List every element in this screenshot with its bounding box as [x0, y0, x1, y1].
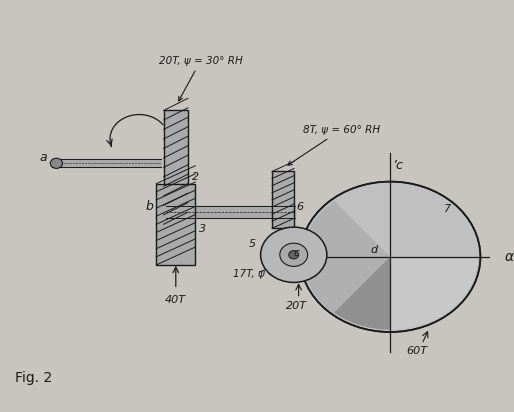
Text: ’c: ’c — [393, 159, 403, 172]
Circle shape — [289, 250, 299, 259]
Text: 8T, ψ = 60° RH: 8T, ψ = 60° RH — [288, 125, 380, 165]
Text: 5: 5 — [248, 239, 255, 249]
Text: 6: 6 — [297, 202, 304, 212]
Text: c: c — [293, 248, 299, 258]
Circle shape — [300, 182, 481, 332]
Circle shape — [280, 243, 308, 267]
Text: 2: 2 — [192, 171, 199, 182]
Text: Fig. 2: Fig. 2 — [15, 371, 52, 385]
Text: 3: 3 — [199, 225, 206, 234]
Bar — [272, 171, 294, 228]
Text: d: d — [371, 245, 378, 255]
Text: 40T: 40T — [166, 295, 186, 305]
Text: 17T, ψ = 30° RH: 17T, ψ = 30° RH — [233, 269, 317, 279]
Text: b: b — [146, 200, 154, 213]
Bar — [156, 184, 195, 265]
Circle shape — [261, 227, 327, 282]
Wedge shape — [303, 257, 390, 330]
Text: 60T: 60T — [407, 346, 428, 356]
Text: 20T: 20T — [286, 301, 307, 311]
Bar — [163, 110, 188, 224]
Wedge shape — [390, 257, 478, 330]
Wedge shape — [303, 201, 390, 313]
Text: a: a — [39, 151, 47, 164]
Text: α: α — [505, 250, 514, 264]
Ellipse shape — [50, 158, 63, 169]
Text: 20T, ψ = 30° RH: 20T, ψ = 30° RH — [159, 56, 243, 101]
Text: 7: 7 — [444, 204, 451, 214]
